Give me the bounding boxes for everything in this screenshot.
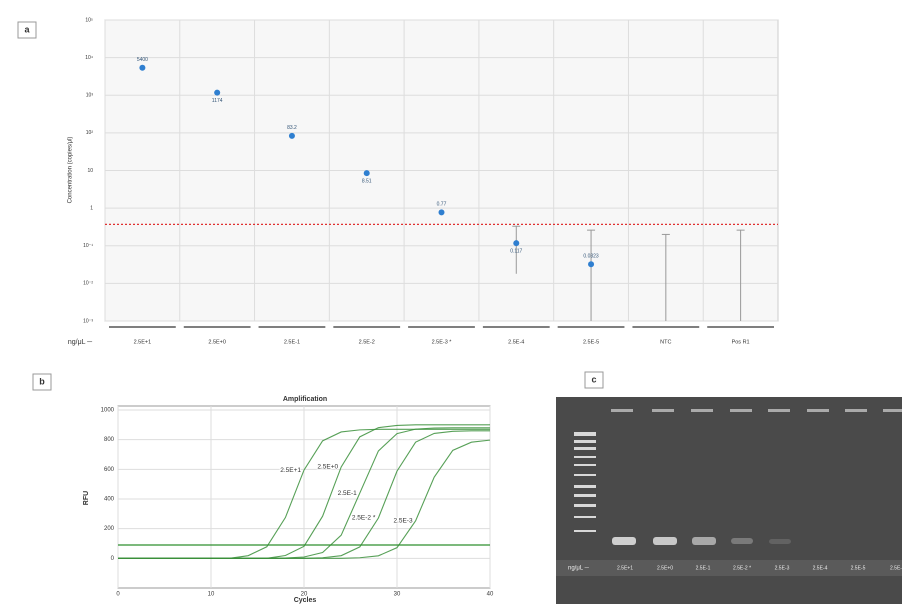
data-label: 8.51 — [362, 178, 372, 184]
gel-label-strip — [556, 560, 902, 576]
y-tick-label: 1000 — [101, 408, 115, 414]
gel-lane-label: 2.5E- — [890, 565, 902, 571]
gel-lane-label: 2.5E-2 * — [733, 565, 751, 571]
x-tick-label: 20 — [301, 592, 308, 598]
y-tick-label: 10⁻³ — [83, 318, 93, 324]
x-tick-label: 10 — [208, 592, 215, 598]
y-tick-label: 1 — [90, 205, 93, 211]
gel-bands — [612, 537, 791, 545]
data-point — [214, 89, 221, 96]
y-axis-label: Concentration (copies/μl) — [68, 137, 74, 204]
x-tick-label: 2.5E-4 — [508, 339, 524, 345]
curve-label: 2.5E+1 — [280, 467, 301, 474]
gel-lane-label: 2.5E+0 — [657, 565, 673, 571]
x-tick-label: NTC — [660, 339, 671, 345]
x-tick-label: 2.5E-1 — [284, 339, 300, 345]
y-tick-label: 400 — [104, 497, 115, 503]
y-tick-label: 10³ — [86, 93, 94, 99]
data-point — [588, 261, 595, 268]
gel-lane-label: 2.5E-5 — [851, 565, 866, 571]
x-tick-label: 40 — [487, 592, 494, 598]
gel-ladder — [574, 432, 596, 532]
y-axis-label: RFU — [83, 491, 90, 505]
data-point — [438, 209, 445, 216]
y-tick-label: 0 — [111, 556, 115, 562]
gel-lane-label: 2.5E-1 — [696, 565, 711, 571]
data-point — [363, 170, 370, 177]
x-tick-label: 2.5E+0 — [208, 339, 226, 345]
y-tick-label: 10⁻¹ — [83, 243, 93, 249]
curve-label: 2.5E-1 — [338, 490, 358, 497]
data-label: 0.77 — [437, 202, 447, 208]
y-tick-label: 10 — [87, 168, 93, 174]
y-tick-label: 200 — [104, 526, 115, 532]
y-tick-label: 10⁻² — [83, 281, 93, 287]
curve-label: 2.5E-3 — [393, 518, 413, 525]
gel-wells — [611, 409, 902, 412]
panel-box — [32, 373, 52, 391]
data-point — [513, 240, 520, 247]
data-point — [288, 132, 295, 139]
gel-lane-label: 2.5E-3 — [775, 565, 790, 571]
gel-lane-label: 2.5E+1 — [617, 565, 633, 571]
panel-letter: a — [24, 24, 30, 34]
data-label: 0.117 — [510, 249, 522, 255]
x-tick-label: 2.5E-5 — [583, 339, 599, 345]
curve-label: 2.5E-2 * — [352, 515, 376, 522]
y-tick-label: 10⁴ — [85, 55, 93, 61]
x-tick-label: Pos R1 — [732, 339, 750, 345]
panel-box — [584, 371, 604, 389]
panel-box — [17, 21, 37, 39]
y-tick-label: 10⁵ — [85, 17, 93, 23]
x-tick-label: 2.5E-2 — [359, 339, 375, 345]
y-tick-label: 800 — [104, 437, 115, 443]
curve-label: 2.5E+0 — [317, 464, 338, 471]
x-tick-label: 2.5E+1 — [134, 339, 152, 345]
chart-title: Amplification — [283, 396, 327, 403]
y-tick-label: 10² — [86, 130, 94, 136]
x-row-label: ng/μL ─ — [68, 339, 92, 346]
panel-letter: b — [39, 376, 45, 386]
gel-lane-label: 2.5E-4 — [813, 565, 828, 571]
gel-row-label: ng/μL ─ — [568, 566, 590, 572]
data-point — [139, 64, 146, 71]
data-label: 5400 — [137, 57, 148, 63]
panel-letter: c — [591, 374, 596, 384]
y-tick-label: 600 — [104, 467, 115, 473]
x-tick-label: 30 — [394, 592, 401, 598]
amplification-curve — [118, 439, 491, 559]
data-label: 1174 — [212, 98, 223, 104]
data-label: 0.0323 — [583, 254, 599, 260]
data-label: 83.2 — [287, 125, 297, 131]
x-axis-label: Cycles — [294, 597, 317, 604]
x-tick-label: 2.5E-3 * — [432, 339, 453, 345]
x-tick-label: 0 — [116, 592, 120, 598]
